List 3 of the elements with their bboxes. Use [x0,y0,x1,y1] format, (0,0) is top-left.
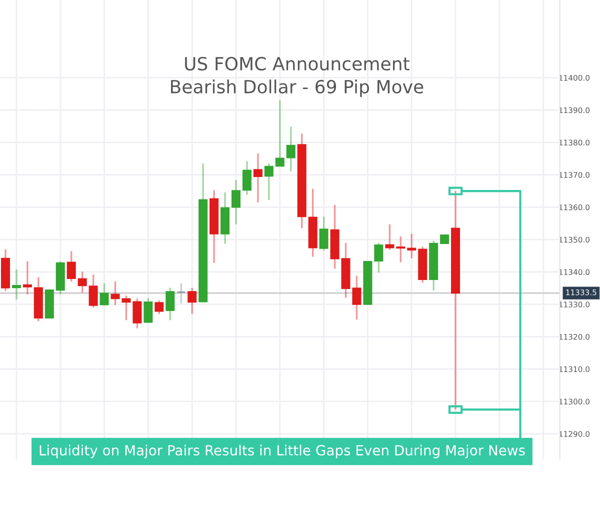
text: US FOMC Announcement [185,56,410,71]
annotation: Liquidity on Major Pairs Results in Little Gaps Even During Major News [40,444,525,458]
text: Bearish Dollar - 69 Pip Move [171,80,424,98]
